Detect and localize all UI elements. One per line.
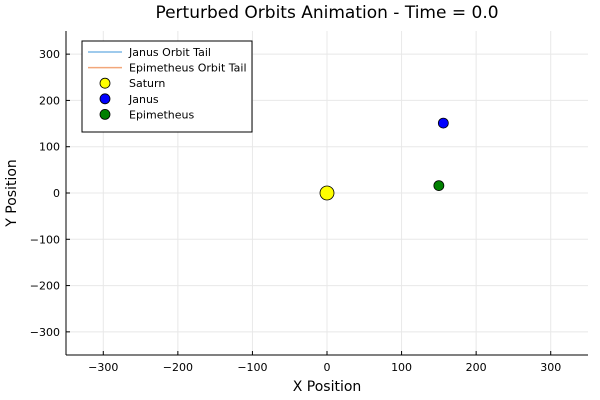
legend-swatch-marker <box>99 109 111 120</box>
x-axis-label: X Position <box>293 379 362 395</box>
axes <box>65 31 588 356</box>
tick-labels: −300 −200 −100 0 100 200 300 −300 −200 −100 0 100 20… <box>30 48 561 374</box>
x-tick-label: 100 <box>391 361 412 374</box>
data-point <box>437 117 449 129</box>
legend-entry-label: Epimetheus <box>129 108 194 121</box>
y-tick-label: −300 <box>30 326 60 339</box>
y-tick-label: 200 <box>39 94 60 107</box>
x-tick-label: 300 <box>540 361 561 374</box>
legend-entry-label: Saturn <box>129 77 165 90</box>
data-point <box>433 180 445 191</box>
x-tick-label: −100 <box>237 361 267 374</box>
legend-entry-label: Janus <box>128 93 159 106</box>
grid-lines <box>66 31 588 355</box>
x-tick-label: 200 <box>466 361 487 374</box>
series-marks <box>319 117 449 201</box>
x-tick-label: −200 <box>163 361 193 374</box>
legend-entry-label: Janus Orbit Tail <box>128 46 211 59</box>
legend-entry-label: Epimetheus Orbit Tail <box>129 62 247 75</box>
y-tick-label: 300 <box>39 48 60 61</box>
y-tick-label: 100 <box>39 141 60 154</box>
legend: Janus Orbit Tail Epimetheus Orbit Tail Sat… <box>81 40 253 133</box>
chart-title: Perturbed Orbits Animation - Time = 0.0 <box>155 3 498 23</box>
y-axis-label: Y Position <box>4 159 20 228</box>
x-tick-label: 0 <box>324 361 331 374</box>
legend-swatch-marker <box>99 77 111 89</box>
data-point <box>319 185 335 201</box>
y-tick-label: −200 <box>30 280 60 293</box>
y-tick-label: −100 <box>30 233 60 246</box>
legend-box <box>81 40 253 133</box>
legend-swatch-marker <box>99 93 111 105</box>
x-tick-label: −300 <box>88 361 118 374</box>
y-tick-label: 0 <box>53 187 60 200</box>
